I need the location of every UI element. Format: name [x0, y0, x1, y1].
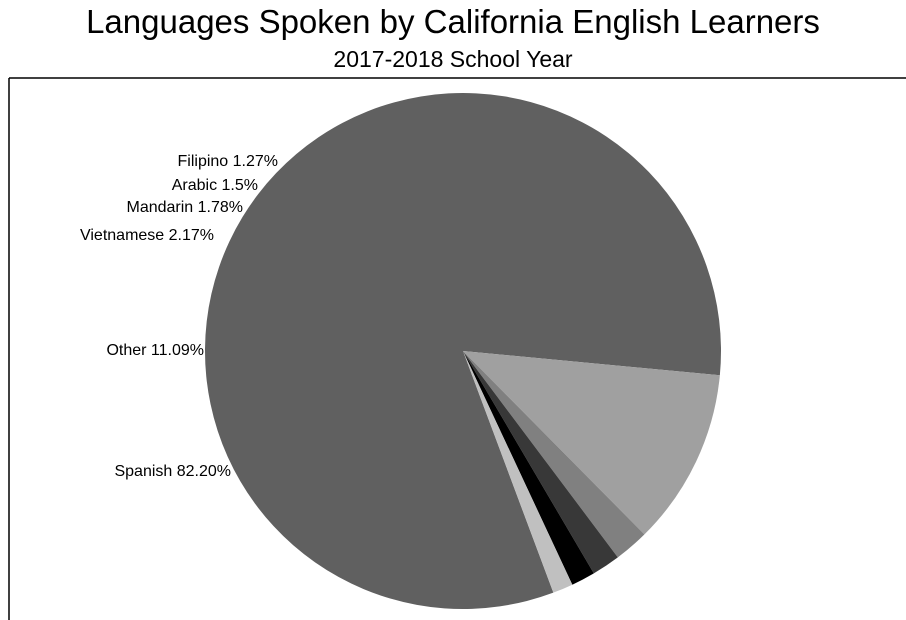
- pie-slices: [205, 92, 722, 609]
- pie-slice-vietnamese: [463, 351, 645, 558]
- slice-label-arabic: Arabic 1.5%: [172, 177, 258, 194]
- pie-slice-arabic: [463, 351, 594, 585]
- slice-label-filipino: Filipino 1.27%: [178, 153, 279, 170]
- pie-slice-mandarin: [463, 351, 618, 574]
- slice-label-spanish: Spanish 82.20%: [114, 463, 231, 480]
- chart-title: Languages Spoken by California English L…: [86, 3, 820, 40]
- chart-subtitle: 2017-2018 School Year: [333, 46, 573, 72]
- slice-label-other: Other 11.09%: [106, 342, 204, 359]
- pie-slice-filipino: [463, 351, 573, 593]
- slice-label-mandarin: Mandarin 1.78%: [126, 199, 243, 216]
- plot-frame: [8, 77, 906, 620]
- pie-slice-spanish: [205, 92, 722, 609]
- pie-slice-other: [463, 351, 720, 535]
- slice-label-vietnamese: Vietnamese 2.17%: [80, 227, 214, 244]
- pie-labels: Spanish 82.20% Other 11.09% Vietnamese 2.1…: [80, 153, 278, 480]
